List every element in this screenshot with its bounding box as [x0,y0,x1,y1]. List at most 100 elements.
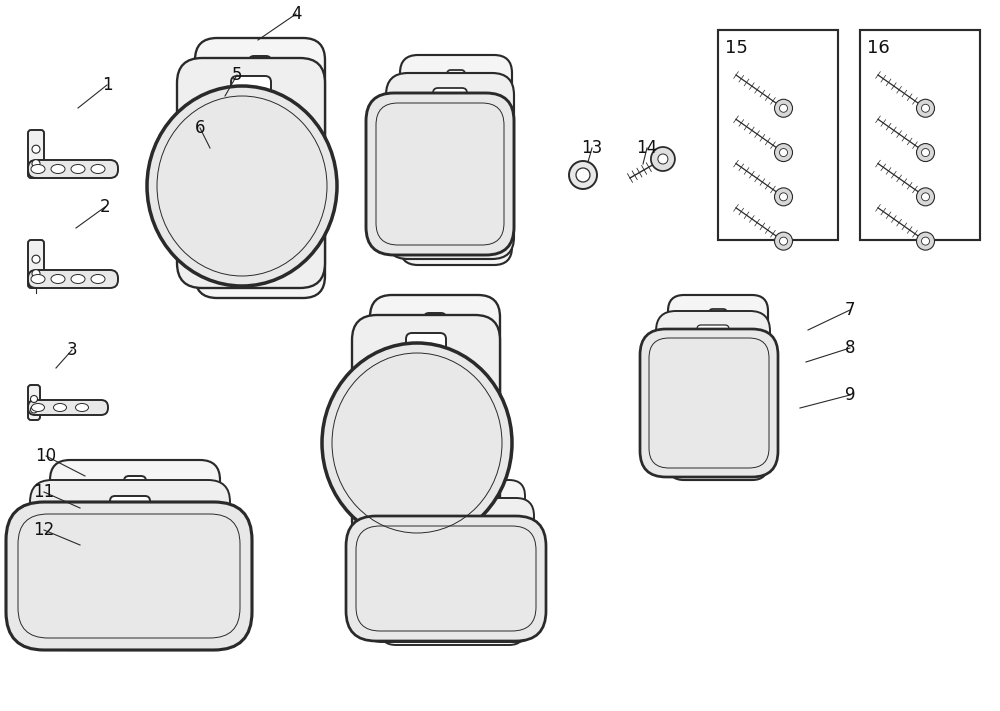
FancyBboxPatch shape [28,130,44,178]
FancyBboxPatch shape [28,400,108,415]
FancyBboxPatch shape [433,88,467,134]
Circle shape [780,237,788,245]
Text: 2: 2 [100,198,110,216]
FancyBboxPatch shape [195,38,325,298]
Circle shape [569,161,597,189]
FancyBboxPatch shape [6,502,252,650]
Circle shape [32,145,40,153]
Circle shape [917,232,935,250]
Text: 12: 12 [33,521,55,539]
FancyBboxPatch shape [28,385,40,420]
Circle shape [754,314,760,320]
FancyBboxPatch shape [346,516,546,641]
Circle shape [917,144,935,161]
Text: 13: 13 [581,139,603,157]
Circle shape [775,144,793,161]
FancyBboxPatch shape [370,295,500,555]
FancyBboxPatch shape [432,511,466,553]
FancyBboxPatch shape [28,270,118,288]
Circle shape [780,193,788,201]
Circle shape [32,159,40,168]
Circle shape [306,254,314,262]
Circle shape [132,480,138,486]
FancyBboxPatch shape [28,160,118,178]
Ellipse shape [76,404,88,412]
FancyBboxPatch shape [424,313,446,345]
Circle shape [775,188,793,206]
Bar [718,30,838,240]
Ellipse shape [147,86,337,286]
Circle shape [917,188,935,206]
Ellipse shape [71,164,85,173]
Circle shape [257,61,263,67]
Circle shape [202,606,210,614]
FancyBboxPatch shape [640,329,778,477]
FancyBboxPatch shape [231,76,271,131]
FancyBboxPatch shape [30,480,230,648]
Ellipse shape [31,274,45,284]
Ellipse shape [51,274,65,284]
Text: 3: 3 [67,341,77,359]
FancyBboxPatch shape [364,498,534,642]
FancyBboxPatch shape [50,460,220,650]
Text: 8: 8 [845,339,855,357]
FancyBboxPatch shape [366,93,514,255]
Circle shape [510,499,516,505]
Text: 14: 14 [636,139,658,157]
Ellipse shape [71,274,85,284]
Circle shape [775,232,793,250]
Circle shape [30,406,38,413]
Circle shape [496,77,504,83]
FancyBboxPatch shape [656,311,770,473]
FancyBboxPatch shape [400,55,512,265]
Text: 15: 15 [725,39,747,57]
Circle shape [780,149,788,156]
Circle shape [922,193,930,201]
FancyBboxPatch shape [386,73,514,259]
FancyBboxPatch shape [709,309,727,335]
Ellipse shape [31,164,45,173]
Ellipse shape [91,164,105,173]
Circle shape [202,483,210,489]
Circle shape [510,610,516,616]
Text: 1: 1 [102,76,112,94]
Circle shape [481,321,489,329]
Circle shape [306,64,314,72]
Text: 5: 5 [232,66,242,84]
FancyBboxPatch shape [28,240,44,288]
Text: 10: 10 [35,447,57,465]
FancyBboxPatch shape [668,295,768,480]
Text: 7: 7 [845,301,855,319]
Circle shape [716,313,720,318]
Circle shape [651,147,675,171]
Ellipse shape [91,274,105,284]
Circle shape [454,75,458,80]
FancyBboxPatch shape [110,496,150,546]
Ellipse shape [32,404,44,412]
Bar [860,30,980,240]
FancyBboxPatch shape [444,493,462,519]
FancyBboxPatch shape [352,315,500,545]
FancyBboxPatch shape [697,325,729,347]
Ellipse shape [51,164,65,173]
Circle shape [780,105,788,112]
Circle shape [917,100,935,117]
FancyBboxPatch shape [124,476,146,508]
Circle shape [576,168,590,182]
Circle shape [922,105,930,112]
Circle shape [450,496,455,501]
Circle shape [658,154,668,164]
Circle shape [922,149,930,156]
Text: 16: 16 [867,39,889,57]
Circle shape [32,269,40,277]
Ellipse shape [322,343,512,543]
Text: 4: 4 [291,5,301,23]
Text: 11: 11 [33,483,55,501]
FancyBboxPatch shape [447,70,465,96]
Text: 6: 6 [195,119,205,137]
Circle shape [32,255,40,263]
Circle shape [432,318,438,324]
FancyBboxPatch shape [249,56,271,88]
FancyBboxPatch shape [177,58,325,288]
Circle shape [481,511,489,519]
